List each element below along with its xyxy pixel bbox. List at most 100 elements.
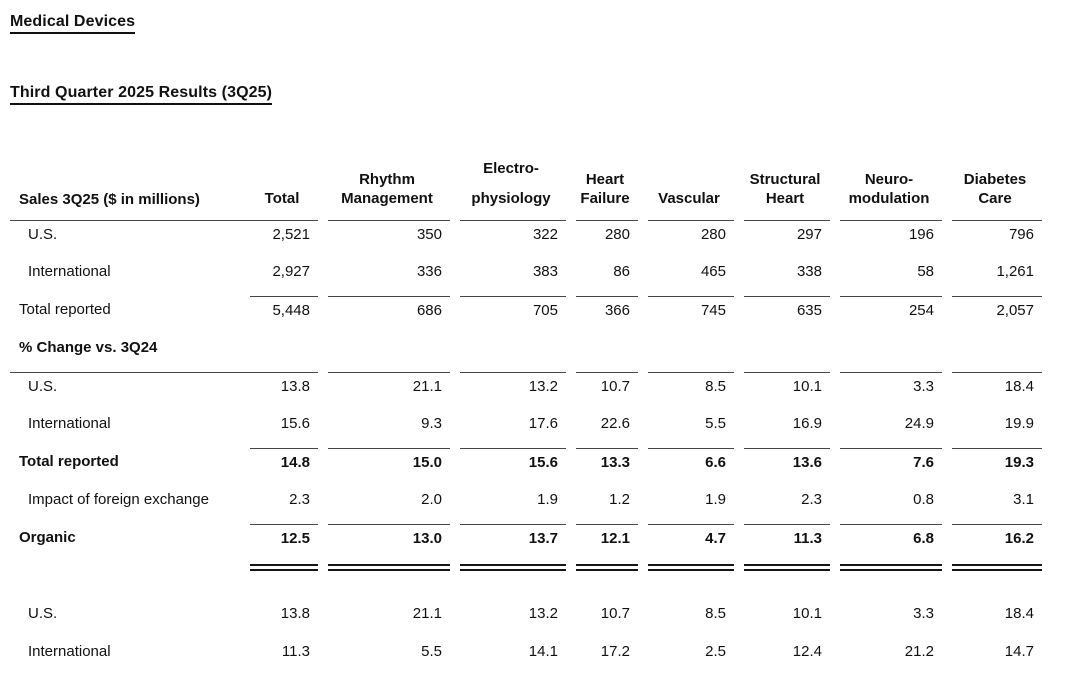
value-cell: 24.9 [904,415,934,432]
value-cell: 4.7 [648,524,734,562]
table-row: U.S. 13.8 21.1 13.2 10.7 8.5 10.1 3.3 18.4 [10,372,1080,410]
double-rule-line [576,564,638,571]
value-cell: 2,521 [250,220,318,258]
double-rule-spacer [10,562,250,600]
column-header-line: modulation [848,190,930,207]
table-row: Impact of foreign exchange 2.3 2.0 1.9 1.2 1.… [10,486,1080,524]
value-cell: 254 [840,296,942,334]
column-header-line: physiology [471,190,551,207]
row-label: U.S. [10,220,250,258]
value-cell: 5.5 [705,415,726,432]
table-row: International 2,927 336 383 86 465 338 58 1,261 [10,258,1080,296]
column-header-line: Heart [765,190,805,207]
double-rule-row [10,562,1080,600]
row-label: International [28,643,111,660]
value-cell: 5,448 [250,296,318,334]
value-cell: 686 [328,296,450,334]
double-rule-line [840,564,942,571]
column-header-line: Diabetes [963,171,1027,188]
double-rule-line [328,564,450,571]
double-rule-cell [576,562,638,600]
column-header-line: Vascular [658,190,720,207]
value-cell: 10.1 [744,372,830,410]
table-row: U.S. 2,521 350 322 280 280 297 196 796 [10,220,1080,258]
value-cell: 6.6 [648,448,734,486]
value-cell: 8.5 [648,372,734,410]
value-cell: 3.1 [1013,491,1034,508]
value-cell: 16.9 [792,415,822,432]
value-cell: 18.4 [952,372,1042,410]
value-cell: 14.1 [528,643,558,660]
value-cell: 21.1 [328,372,450,410]
value-cell: 196 [840,220,942,258]
value-cell: 1.2 [609,491,630,508]
value-cell: 11.3 [744,524,830,562]
value-cell: 13.2 [460,372,566,410]
value-cell: 3.3 [913,605,934,622]
value-cell: 14.7 [1004,643,1034,660]
double-rule-cell [840,562,942,600]
column-header-line: Failure [580,190,630,207]
table-row: International 11.3 5.5 14.1 17.2 2.5 12.4 21.2 1… [10,638,1080,676]
table-row: Total reported 5,448 686 705 366 745 635 254 2,0… [10,296,1080,334]
value-cell: 13.7 [460,524,566,562]
value-cell: 16.2 [952,524,1042,562]
value-cell: 15.6 [460,448,566,486]
value-cell: 2,057 [952,296,1042,334]
row-label: Total reported [19,301,111,318]
table-row: U.S. 13.8 21.1 13.2 10.7 8.5 10.1 3.3 18.4 [10,600,1080,638]
row-label: International [28,263,111,280]
table-row: International 15.6 9.3 17.6 22.6 5.5 16.9 24.9 1… [10,410,1080,448]
value-cell: 322 [460,220,566,258]
column-header-rhythm-management: Rhythm Management [328,170,450,208]
value-cell: 366 [576,296,638,334]
value-cell: 13.6 [744,448,830,486]
table-header-label: Sales 3Q25 ($ in millions) [19,191,200,208]
value-cell: 2.3 [801,491,822,508]
value-cell: 8.5 [705,605,726,622]
double-rule-line [460,564,566,571]
value-cell: 0.8 [913,491,934,508]
row-label: Total reported [19,453,119,470]
section-label: % Change vs. 3Q24 [19,339,158,356]
section-header-row: % Change vs. 3Q24 [10,334,1080,372]
value-cell: 383 [532,263,558,280]
row-label: U.S. [10,372,250,410]
value-cell: 336 [416,263,442,280]
column-header-line: Electro- [483,160,539,177]
column-header-total: Total [250,189,318,208]
value-cell: 745 [648,296,734,334]
value-cell: 14.8 [250,448,318,486]
column-header-neuromodulation: Neuro-modulation [840,170,942,208]
sales-results-table: Sales 3Q25 ($ in millions) Total Rhythm Man… [10,105,1080,676]
value-cell: 10.1 [792,605,822,622]
column-header-structural-heart: Structural Heart [744,170,830,208]
value-cell: 1,261 [996,263,1034,280]
value-cell: 12.5 [250,524,318,562]
value-cell: 13.3 [576,448,638,486]
value-cell: 2.3 [289,491,310,508]
row-label: Organic [19,529,76,546]
column-header-line: Structural [749,171,821,188]
value-cell: 2,927 [272,263,310,280]
value-cell: 338 [796,263,822,280]
value-cell: 2.5 [705,643,726,660]
value-cell: 796 [952,220,1042,258]
value-cell: 18.4 [1004,605,1034,622]
value-cell: 13.2 [528,605,558,622]
double-rule-line [744,564,830,571]
column-header-diabetes-care: Diabetes Care [952,170,1042,208]
double-rule-cell [744,562,830,600]
value-cell: 2.0 [421,491,442,508]
double-rule-cell [460,562,566,600]
value-cell: 280 [648,220,734,258]
value-cell: 465 [700,263,726,280]
column-header-line: Management [341,190,433,207]
value-cell: 705 [460,296,566,334]
value-cell: 1.9 [537,491,558,508]
value-cell: 12.4 [792,643,822,660]
value-cell: 9.3 [421,415,442,432]
value-cell: 5.5 [421,643,442,660]
value-cell: 19.3 [952,448,1042,486]
